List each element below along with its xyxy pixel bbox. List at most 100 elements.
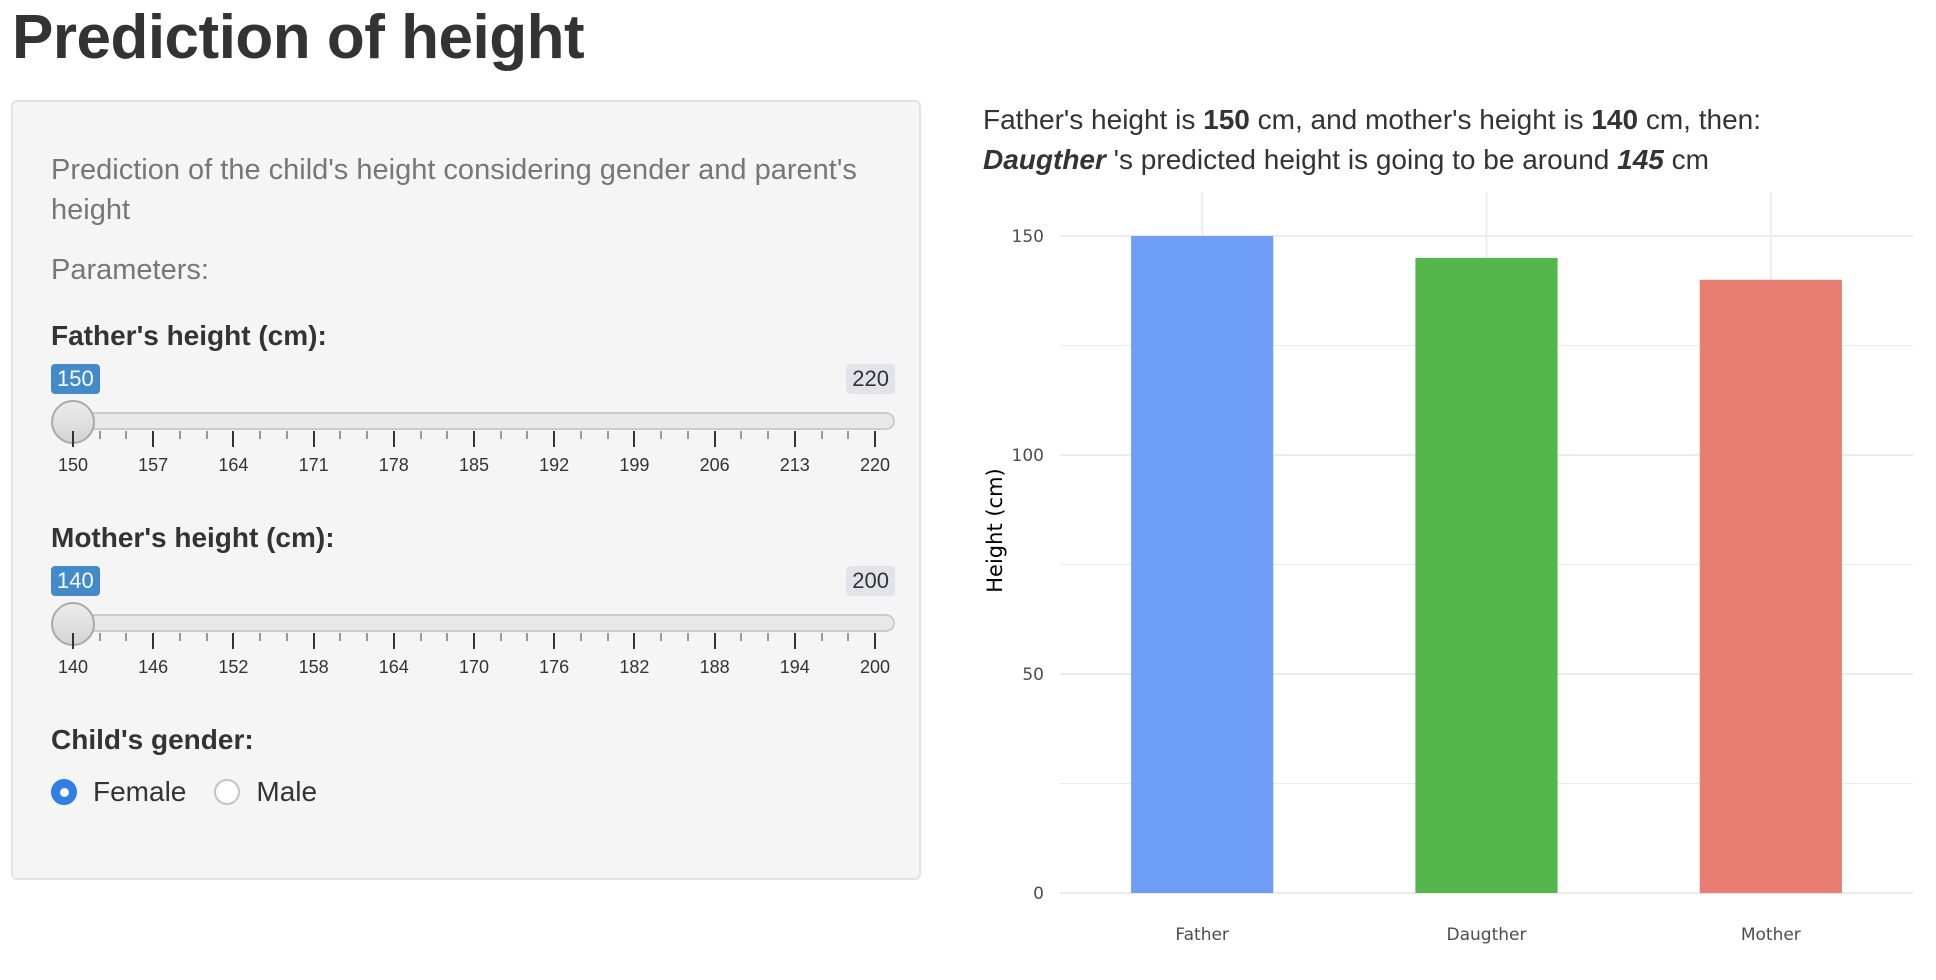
father-slider-minor-tick bbox=[820, 431, 823, 439]
mother-slider-value-badge: 140 bbox=[51, 566, 100, 596]
radio-female-circle[interactable] bbox=[51, 779, 77, 805]
father-slider-minor-tick bbox=[205, 431, 208, 439]
summary-line2-suffix: cm bbox=[1663, 144, 1709, 175]
summary-child-label: Daugther bbox=[983, 144, 1106, 175]
mother-slider-minor-tick bbox=[526, 633, 529, 641]
father-slider-minor-tick bbox=[419, 431, 422, 439]
summary-mid: cm, and mother's height is bbox=[1249, 104, 1592, 135]
father-slider-tick bbox=[793, 431, 796, 447]
mother-slider-tick-label: 176 bbox=[539, 657, 570, 677]
father-slider-tick-label: 206 bbox=[699, 455, 730, 475]
child-gender-label: Child's gender: bbox=[51, 724, 254, 755]
father-slider-tick-label: 192 bbox=[539, 455, 570, 475]
mother-slider-tick-label: 140 bbox=[57, 657, 89, 677]
mother-slider-minor-tick bbox=[366, 633, 369, 641]
father-height-slider[interactable]: 150 220 150 157 164 171 178 185 192 199 206 213 22… bbox=[51, 364, 895, 484]
father-slider-minor-tick bbox=[446, 431, 449, 439]
father-slider-minor-tick bbox=[178, 431, 181, 439]
y-tick-label: 100 bbox=[1012, 446, 1044, 466]
father-slider-tick bbox=[312, 431, 315, 447]
father-slider-minor-tick bbox=[285, 431, 288, 439]
x-tick-label: Father bbox=[1175, 925, 1229, 945]
radio-male-label[interactable]: Male bbox=[256, 776, 318, 807]
mother-slider-tick bbox=[793, 633, 796, 649]
mother-height-label: Mother's height (cm): bbox=[51, 522, 335, 553]
parameters-label: Parameters: bbox=[51, 254, 209, 286]
father-slider-tick-label: 220 bbox=[859, 455, 891, 475]
father-slider-tick-label: 213 bbox=[779, 455, 810, 475]
radio-male-circle[interactable] bbox=[214, 779, 241, 805]
father-slider-minor-tick bbox=[98, 431, 101, 439]
father-slider-minor-tick bbox=[339, 431, 342, 439]
father-slider-minor-tick bbox=[660, 431, 663, 439]
father-slider-minor-tick bbox=[499, 431, 502, 439]
mother-slider-tick-label: 158 bbox=[298, 657, 329, 677]
mother-slider-minor-tick bbox=[499, 633, 502, 641]
father-slider-minor-tick bbox=[847, 431, 850, 439]
mother-slider-minor-tick bbox=[606, 633, 609, 641]
father-slider-track[interactable] bbox=[61, 412, 895, 430]
mother-slider-tick-label: 200 bbox=[859, 657, 891, 677]
father-height-label: Father's height (cm): bbox=[51, 320, 327, 351]
mother-slider-tick-label: 164 bbox=[378, 657, 409, 677]
father-slider-tick bbox=[874, 431, 876, 447]
gender-radio-group: Female Male bbox=[51, 772, 345, 812]
mother-slider-minor-tick bbox=[285, 633, 288, 641]
mother-slider-tick bbox=[392, 633, 395, 649]
summary-prefix: Father's height is bbox=[983, 104, 1204, 135]
sidebar-panel: Prediction of the child's height conside… bbox=[11, 100, 921, 880]
father-slider-tick-label: 199 bbox=[619, 455, 650, 475]
radio-female-label[interactable]: Female bbox=[93, 776, 187, 807]
summary-predicted-value: 145 bbox=[1617, 144, 1664, 175]
father-slider-minor-tick bbox=[579, 431, 582, 439]
father-slider-tick bbox=[713, 431, 716, 447]
mother-slider-minor-tick bbox=[847, 633, 850, 641]
father-slider-tick-label: 185 bbox=[458, 455, 490, 475]
radio-male[interactable]: Male bbox=[214, 776, 317, 808]
summary-father-value: 150 bbox=[1203, 104, 1250, 135]
mother-slider-minor-tick bbox=[579, 633, 582, 641]
father-slider-minor-tick bbox=[366, 431, 369, 439]
summary-suffix: cm, then: bbox=[1638, 104, 1761, 135]
father-slider-minor-tick bbox=[740, 431, 743, 439]
father-slider-minor-tick bbox=[259, 431, 262, 439]
father-slider-tick-label: 150 bbox=[57, 455, 89, 475]
father-slider-tick bbox=[232, 431, 235, 447]
father-slider-minor-tick bbox=[767, 431, 770, 439]
mother-slider-minor-tick bbox=[446, 633, 449, 641]
father-slider-tick bbox=[392, 431, 395, 447]
height-bar-chart: 0 50 100 150 Father Daugther Mother Height (cm) bbox=[983, 192, 1913, 945]
mother-height-slider[interactable]: 140 200 140 146 152 158 164 170 176 182 188 194 20… bbox=[51, 566, 895, 686]
mother-slider-minor-tick bbox=[259, 633, 262, 641]
bar-mother bbox=[1699, 279, 1842, 893]
mother-slider-tick bbox=[72, 633, 74, 649]
radio-female[interactable]: Female bbox=[51, 776, 186, 808]
father-slider-minor-tick bbox=[125, 431, 128, 439]
mother-slider-tick-label: 194 bbox=[779, 657, 810, 677]
mother-slider-minor-tick bbox=[339, 633, 342, 641]
mother-slider-tick-label: 152 bbox=[218, 657, 249, 677]
x-tick-label: Daugther bbox=[1447, 925, 1527, 945]
mother-slider-minor-tick bbox=[686, 633, 689, 641]
mother-slider-minor-tick bbox=[205, 633, 208, 641]
mother-slider-tick bbox=[473, 633, 475, 649]
mother-slider-minor-tick bbox=[767, 633, 770, 641]
father-slider-tick bbox=[473, 431, 475, 447]
father-slider-value-badge: 150 bbox=[51, 364, 100, 394]
y-tick-label: 50 bbox=[1022, 665, 1044, 685]
father-slider-minor-tick bbox=[686, 431, 689, 439]
mother-slider-tick-label: 182 bbox=[619, 657, 650, 677]
y-axis-label: Height (cm) bbox=[983, 468, 1007, 592]
father-slider-tick bbox=[633, 431, 636, 447]
summary-line-2: Daugther 's predicted height is going to… bbox=[983, 140, 1761, 180]
mother-slider-minor-tick bbox=[419, 633, 422, 641]
bar-father bbox=[1131, 236, 1274, 893]
mother-slider-tick-label: 146 bbox=[138, 657, 169, 677]
mother-slider-track[interactable] bbox=[61, 614, 895, 632]
prediction-summary: Father's height is 150 cm, and mother's … bbox=[983, 100, 1761, 180]
father-slider-tick-label: 171 bbox=[298, 455, 329, 475]
bar-daugther bbox=[1415, 257, 1558, 893]
mother-slider-tick bbox=[874, 633, 876, 649]
father-slider-minor-tick bbox=[606, 431, 609, 439]
father-slider-tick-label: 164 bbox=[218, 455, 249, 475]
